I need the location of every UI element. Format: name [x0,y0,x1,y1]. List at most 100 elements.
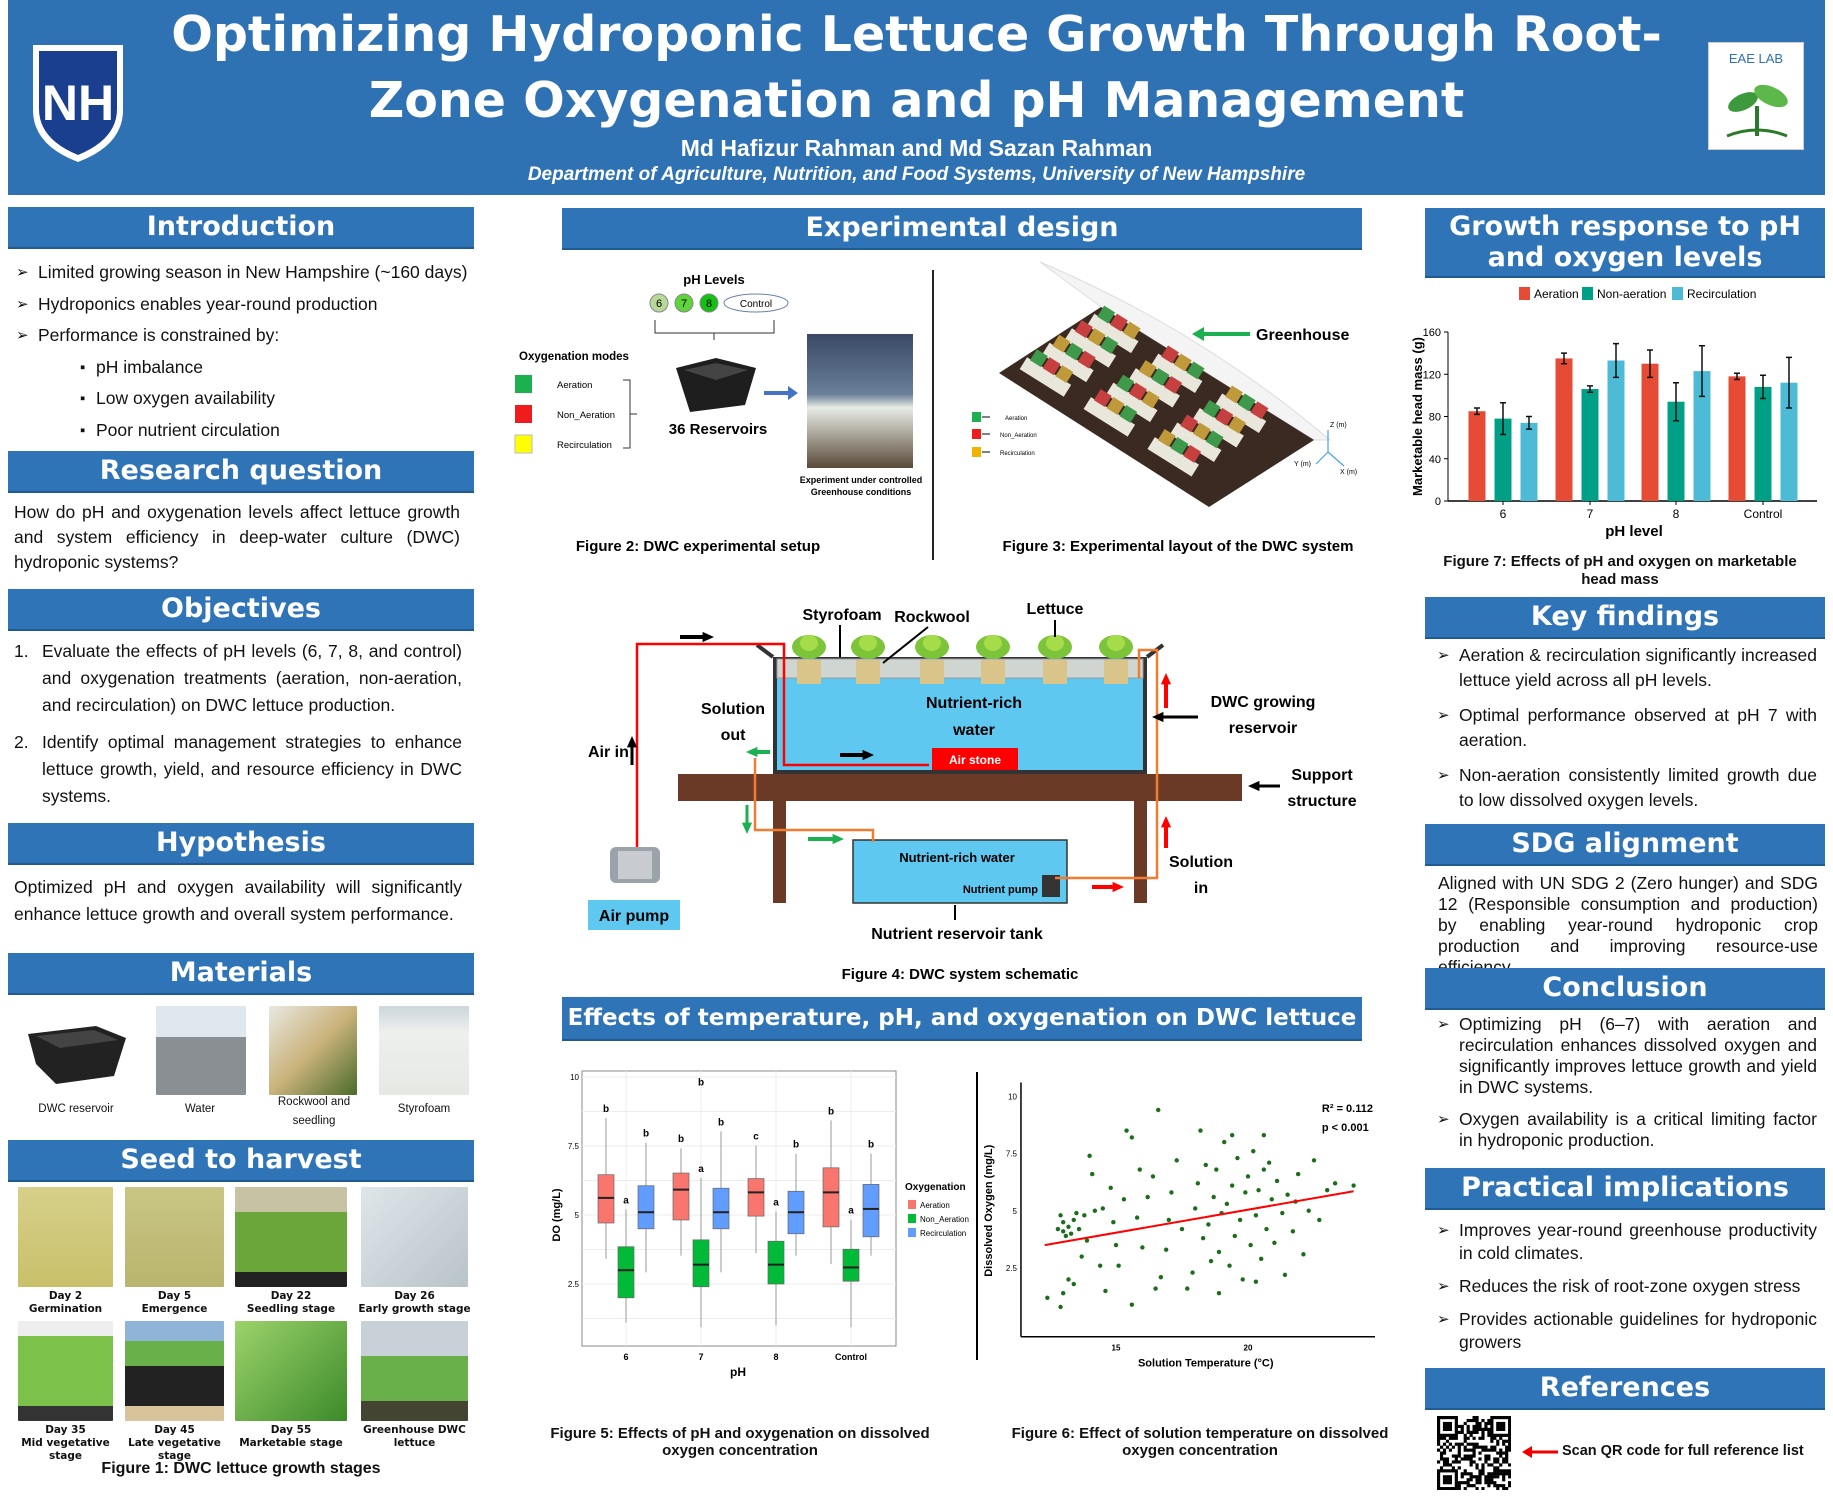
qr-module [1442,1451,1447,1455]
bar [1520,422,1538,501]
legend-label: Non-aeration [1597,287,1666,301]
rockwool-cube [856,660,880,684]
figures-2-3: pH Levels 6 7 8 Control Oxygenation mode… [514,261,1357,560]
data-point [1243,1190,1248,1195]
x-tick-label: 15 [1112,1344,1121,1353]
qr-module [1442,1424,1447,1429]
y-tick-label: 7.5 [568,1142,580,1151]
qr-code[interactable] [1437,1416,1511,1490]
qr-module [1439,1469,1444,1473]
ph-label: 6 [656,298,662,310]
qr-module [1496,1416,1500,1420]
qr-module [1451,1436,1455,1440]
qr-module [1499,1469,1503,1473]
treatment-cube [1100,336,1119,354]
data-point [1203,1162,1208,1168]
rockwool-cube [1043,660,1067,684]
significance-letter: b [793,1140,799,1151]
figure-4-caption: Figure 4: DWC system schematic [842,966,1079,983]
arrow-icon [788,386,798,400]
qr-module [1475,1430,1479,1434]
data-point [1174,1158,1179,1163]
legend-swatch [908,1228,916,1237]
seedling-icon [1726,84,1788,138]
qr-module [1496,1424,1500,1429]
label: Support [1291,767,1353,784]
qr-note: Scan QR code for full reference list [1562,1443,1804,1459]
qr-module [1493,1436,1497,1440]
data-point [1129,1135,1135,1140]
qr-module [1493,1460,1497,1464]
qr-module [1484,1457,1488,1461]
y-tick-label: 120 [1423,369,1441,381]
qr-module [1487,1478,1491,1482]
data-point [1045,1295,1050,1300]
qr-module [1448,1427,1452,1431]
data-point [1079,1254,1084,1259]
data-point [1156,1107,1161,1113]
qr-module [1457,1487,1461,1490]
x-tick-label: 8 [1673,507,1680,521]
arrow-icon [1192,327,1204,341]
data-point [1332,1181,1338,1186]
x-tick-label: 20 [1244,1344,1253,1353]
qr-module [1442,1421,1447,1426]
y-tick-label: 10 [570,1073,579,1082]
qr-module [1478,1469,1482,1473]
growth-stage-label: Day 35 Mid vegetative stage [21,1424,110,1462]
qr-module [1463,1457,1467,1461]
qr-module [1478,1478,1482,1482]
section-title-growth-response: Growth response to pH and oxygen levels [1425,208,1825,278]
greenhouse-label: Greenhouse [1256,327,1349,344]
qr-module [1478,1472,1482,1476]
label: Nutrient-rich water [899,850,1015,865]
qr-module [1472,1427,1476,1431]
bar [1693,371,1711,501]
qr-module [1493,1448,1497,1452]
data-point [1058,1213,1063,1218]
data-point [1129,1302,1135,1307]
significance-letter: a [848,1206,854,1217]
ph-6-circle [649,293,669,313]
treatment-cube [1093,389,1112,408]
qr-module [1487,1472,1491,1476]
treatment-cube [1164,375,1183,394]
ph-control-ellipse [723,293,789,313]
qr-module [1454,1481,1458,1485]
qr-module [1505,1433,1509,1437]
key-findings-list: Aeration & recirculation significantly i… [1431,643,1817,813]
data-point [1134,1215,1140,1220]
section-title-conclusion: Conclusion [1425,968,1825,1010]
sdg-text: Aligned with UN SDG 2 (Zero hunger) and … [1438,873,1818,977]
qr-module [1454,1475,1458,1479]
non-aeration-swatch [515,405,532,423]
qr-module [1481,1466,1485,1470]
unh-shield-logo: NH [33,45,123,162]
label: Nutrient reservoir tank [871,926,1043,943]
qr-module [1472,1454,1476,1458]
qr-module [1475,1487,1479,1490]
qr-module [1469,1442,1473,1446]
qr-module [1463,1433,1467,1437]
bar [1468,411,1486,501]
growth-stage-label: Day 26 Early growth stage [358,1290,471,1315]
y-tick-label: 10 [1008,1092,1017,1101]
qr-module [1484,1445,1488,1449]
data-point [1214,1167,1219,1172]
error-bar [1760,374,1766,400]
legend-label: Non_Aeration [920,1215,969,1224]
reservoir-block [1064,328,1117,368]
qr-module [1451,1469,1455,1473]
reservoir-block [1083,397,1136,437]
qr-module [1508,1442,1511,1446]
data-point [1216,1249,1222,1255]
data-point [1185,1286,1190,1291]
qr-module [1472,1475,1476,1479]
data-point [1097,1263,1103,1268]
qr-module [1463,1454,1467,1458]
qr-module [1469,1460,1473,1464]
data-point [1295,1171,1301,1177]
data-point [1261,1132,1267,1138]
qr-module [1439,1445,1444,1449]
qr-module [1454,1487,1458,1490]
